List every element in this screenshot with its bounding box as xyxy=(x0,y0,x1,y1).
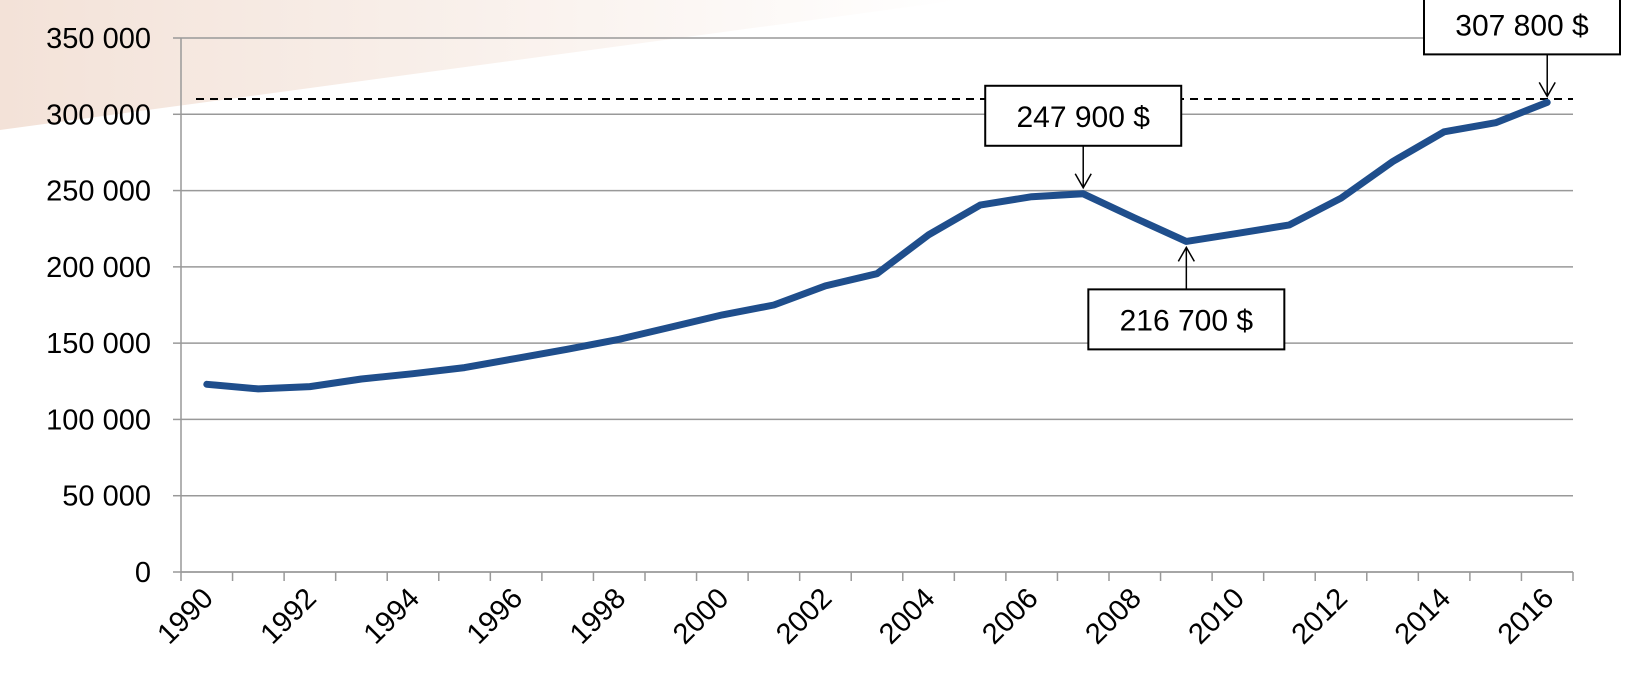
annotation-box xyxy=(1423,0,1621,56)
y-tick-label: 300 000 xyxy=(46,99,151,131)
y-tick-label: 0 xyxy=(135,557,151,589)
x-tick-label: 1996 xyxy=(461,582,529,650)
x-tick-label: 1998 xyxy=(564,582,632,650)
data-label: 247 900 $ xyxy=(1016,101,1150,134)
x-tick-label: 2004 xyxy=(873,582,941,650)
annotation-arrowhead xyxy=(1538,82,1556,98)
annotation-arrowhead xyxy=(1074,173,1092,190)
x-tick-label: 1992 xyxy=(255,582,323,650)
y-tick-label: 50 000 xyxy=(62,481,151,513)
x-tick-label: 2012 xyxy=(1286,582,1354,650)
x-tick-label: 2006 xyxy=(976,582,1044,650)
x-tick-label: 2008 xyxy=(1079,582,1147,650)
x-tick-label: 2002 xyxy=(770,582,838,650)
x-tick-label: 1990 xyxy=(151,582,219,650)
x-tick-label: 2014 xyxy=(1389,582,1457,650)
annotation-box xyxy=(1087,288,1286,351)
y-tick-label: 100 000 xyxy=(46,404,151,436)
data-label: 216 700 $ xyxy=(1120,304,1254,337)
line-series xyxy=(203,98,1551,393)
annotation-arrowhead xyxy=(1177,245,1195,262)
y-tick-label: 350 000 xyxy=(46,23,151,55)
background-decoration xyxy=(0,0,960,130)
y-tick-label: 200 000 xyxy=(46,252,151,284)
x-tick-label: 2016 xyxy=(1492,582,1560,650)
y-tick-label: 250 000 xyxy=(46,176,151,208)
annotation-box xyxy=(984,84,1183,147)
data-label: 307 800 $ xyxy=(1455,9,1589,42)
x-tick-label: 1994 xyxy=(358,582,426,650)
y-tick-label: 150 000 xyxy=(46,328,151,360)
x-tick-label: 2010 xyxy=(1183,582,1251,650)
x-tick-label: 2000 xyxy=(667,582,735,650)
